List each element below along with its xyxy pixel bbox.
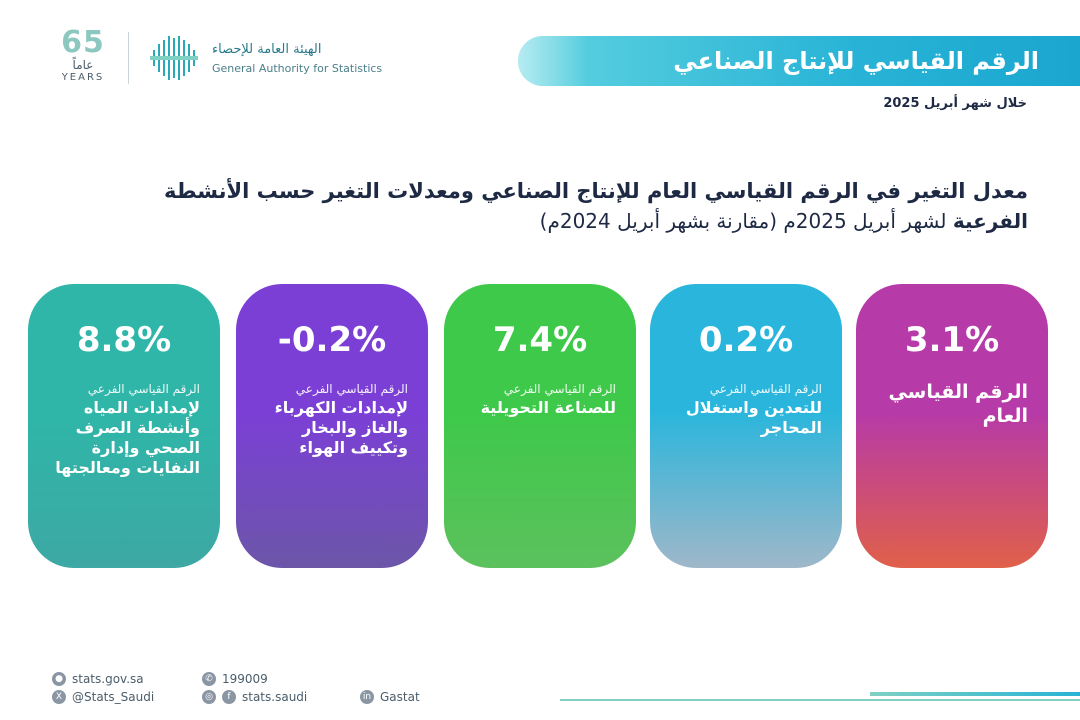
header: الرقم القياسي للإنتاج الصناعي [555, 36, 1055, 86]
footer-twitter-text: @Stats_Saudi [72, 690, 155, 704]
gastat-emblem-icon [150, 36, 198, 80]
footer-phone[interactable]: ✆ 199009 [202, 672, 268, 686]
headline: معدل التغير في الرقم القياسي العام للإنت… [38, 176, 1028, 236]
footer-phone-text: 199009 [222, 672, 268, 686]
footer-website-text: stats.gov.sa [72, 672, 144, 686]
card-label: الرقم القياسي العام [888, 381, 1028, 427]
anniversary-en: YEARS [61, 72, 105, 83]
headline-line-1: معدل التغير في الرقم القياسي العام للإنت… [164, 179, 1028, 203]
footer-twitter[interactable]: X @Stats_Saudi [52, 690, 154, 704]
anniversary-ar: عاماً [72, 58, 94, 72]
card-value: 7.4% [492, 320, 588, 360]
card-value: 8.8% [76, 320, 172, 360]
headline-line-2-bold: الفرعية [952, 209, 1028, 233]
header-ribbon [518, 36, 1080, 86]
globe-icon: ● [52, 672, 66, 686]
period-label: خلال شهر أبريل 2025 [883, 96, 1027, 111]
headline-line-2-rest: لشهر أبريل 2025م (مقارنة بشهر أبريل 2024… [539, 209, 953, 233]
card-water: 8.8% الرقم القياسي الفرعي لإمدادات الميا… [28, 284, 220, 568]
card-subtitle: الرقم القياسي الفرعي [87, 382, 200, 396]
logo-divider [128, 32, 129, 84]
gastat-name-ar: الهيئة العامة للإحصاء [212, 42, 322, 57]
card-value: -0.2% [277, 320, 387, 360]
card-value: 0.2% [698, 320, 794, 360]
footer: ● stats.gov.sa ✆ 199009 X @Stats_Saudi ◎… [50, 672, 470, 712]
gastat-logo: الهيئة العامة للإحصاء General Authority … [146, 30, 386, 90]
gastat-name-en: General Authority for Statistics [212, 62, 383, 75]
anniversary-logo: 65 عاماً YEARS [48, 28, 118, 88]
footer-accent-line [560, 699, 1080, 701]
x-twitter-icon: X [52, 690, 66, 704]
card-label: لإمدادات الكهرباء والغاز والبخار وتكييف … [274, 398, 408, 457]
card-electricity: -0.2% الرقم القياسي الفرعي لإمدادات الكه… [236, 284, 428, 568]
card-label: للتعدين واستغلال المحاجر [685, 398, 822, 437]
page-title: الرقم القياسي للإنتاج الصناعي [673, 47, 1039, 75]
card-value: 3.1% [904, 320, 1000, 360]
card-subtitle: الرقم القياسي الفرعي [503, 382, 616, 396]
footer-social-text: stats.saudi [242, 690, 308, 704]
card-label: لإمدادات المياه وأنشطة الصرف الصحي وإدار… [55, 398, 200, 477]
anniversary-number: 65 [61, 25, 105, 60]
footer-linkedin[interactable]: in Gastat [360, 690, 420, 704]
card-label: للصناعة التحويلية [480, 398, 616, 417]
card-general-index: 3.1% الرقم القياسي العام [856, 284, 1048, 568]
headline-line-2: الفرعية لشهر أبريل 2025م (مقارنة بشهر أب… [38, 206, 1028, 236]
card-subtitle: الرقم القياسي الفرعي [709, 382, 822, 396]
card-manufacturing: 7.4% الرقم القياسي الفرعي للصناعة التحوي… [444, 284, 636, 568]
footer-website[interactable]: ● stats.gov.sa [52, 672, 144, 686]
facebook-icon: f [222, 690, 236, 704]
footer-linkedin-text: Gastat [380, 690, 420, 704]
card-mining: 0.2% الرقم القياسي الفرعي للتعدين واستغل… [650, 284, 842, 568]
footer-accent-bar [870, 692, 1080, 696]
card-subtitle: الرقم القياسي الفرعي [295, 382, 408, 396]
linkedin-icon: in [360, 690, 374, 704]
phone-icon: ✆ [202, 672, 216, 686]
instagram-icon: ◎ [202, 690, 216, 704]
footer-social[interactable]: ◎ f stats.saudi [202, 690, 307, 704]
